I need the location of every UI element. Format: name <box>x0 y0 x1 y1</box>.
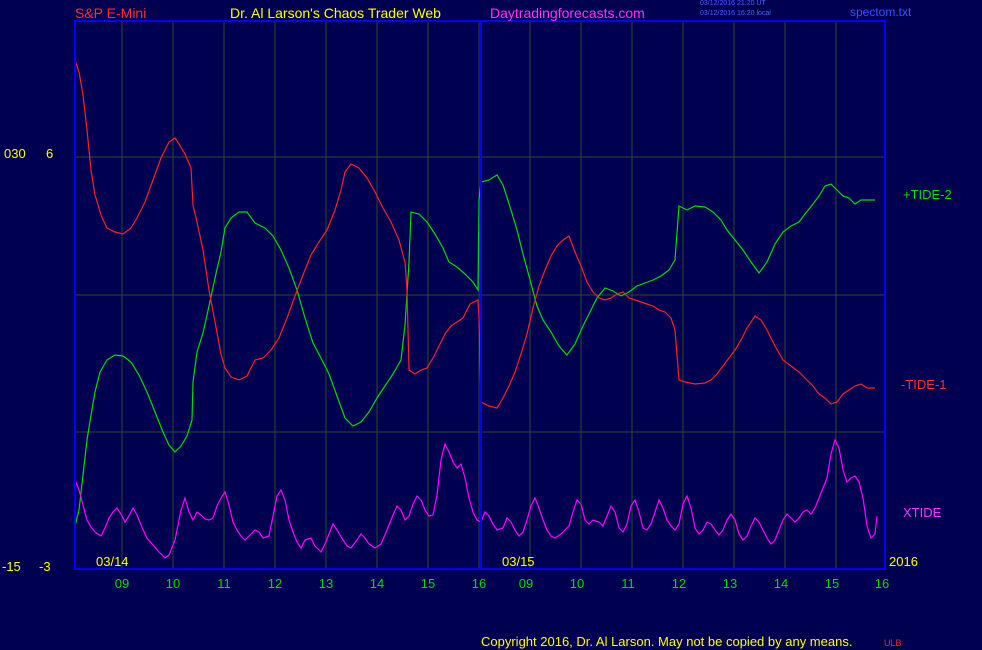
x-tick-label: 11 <box>217 576 231 591</box>
year-label: 2016 <box>889 554 918 569</box>
label-tide-minus: -TIDE-1 <box>901 377 947 392</box>
series-line-tide-2 <box>74 174 875 527</box>
y-inner-bottom: -3 <box>39 559 51 574</box>
instrument-label: S&P E-Mini <box>75 5 147 21</box>
site-title: Dr. Al Larson's Chaos Trader Web <box>230 5 441 21</box>
x-tick-label: 15 <box>825 576 839 591</box>
ulb-badge: ULB <box>884 638 902 648</box>
x-tick-label: 13 <box>723 576 737 591</box>
timestamp-local: 03/12/2016 16:20 local <box>700 10 771 17</box>
label-tide-plus: +TIDE-2 <box>903 187 952 202</box>
x-tick-label: 09 <box>115 576 129 591</box>
y-outer-bottom: -15 <box>2 559 21 574</box>
series-layer <box>74 59 878 559</box>
filename-label: spectom.txt <box>850 5 912 19</box>
x-tick-label: 15 <box>421 576 435 591</box>
x-tick-label: 09 <box>519 576 533 591</box>
x-tick-label: 14 <box>370 576 384 591</box>
date-label-0315: 03/15 <box>502 554 535 569</box>
x-tick-label: 16 <box>472 576 486 591</box>
website-label[interactable]: Daytradingforecasts.com <box>490 5 645 21</box>
x-tick-label: 13 <box>319 576 333 591</box>
x-tick-label: 14 <box>774 576 788 591</box>
y-inner-top: 6 <box>46 146 54 161</box>
x-tick-label: 12 <box>672 576 686 591</box>
x-tick-label: 10 <box>166 576 180 591</box>
series-line-tide-1 <box>74 59 875 409</box>
x-tick-label: 16 <box>875 576 889 591</box>
x-tick-labels: 09 10 11 12 13 14 15 16 09 10 11 12 13 14 15 16 <box>115 576 889 591</box>
date-label-0314: 03/14 <box>96 554 129 569</box>
x-tick-label: 12 <box>268 576 282 591</box>
x-tick-label: 10 <box>570 576 584 591</box>
series-line-xtide <box>74 438 878 559</box>
timestamp-ut: 03/12/2016 21:20 UT <box>700 0 766 7</box>
label-xtide: XTIDE <box>903 505 942 520</box>
x-tick-label: 11 <box>621 576 635 591</box>
copyright: Copyright 2016, Dr. Al Larson. May not b… <box>481 634 853 649</box>
y-outer-top: 030 <box>4 146 26 161</box>
